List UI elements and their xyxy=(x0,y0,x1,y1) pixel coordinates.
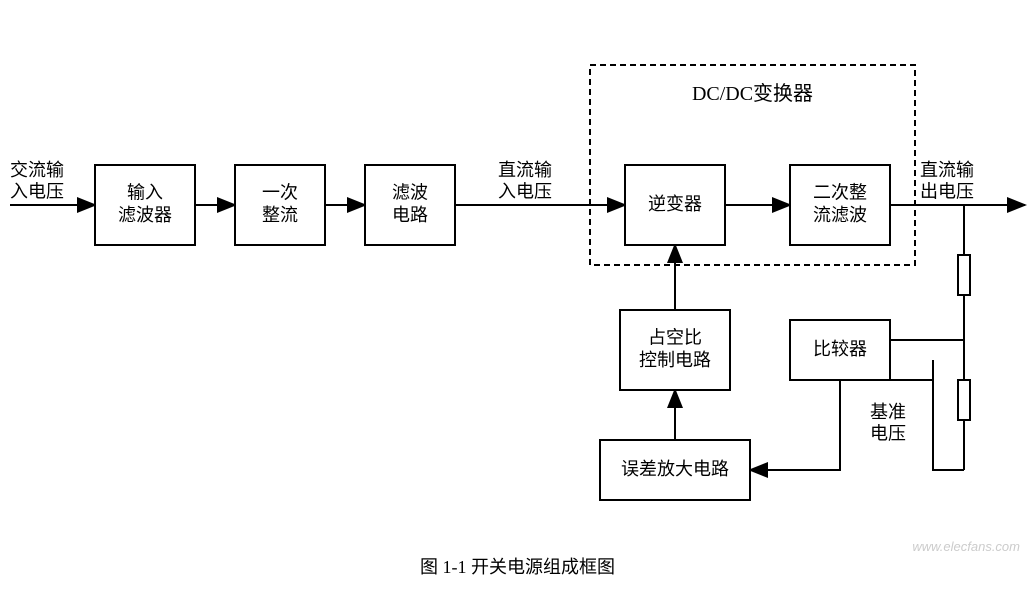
block-label-n6-1: 控制电路 xyxy=(639,350,711,370)
edge-e15 xyxy=(933,430,964,470)
block-diagram: DC/DC变换器 输入滤波器 一次整流 滤波电路 逆变器 二次整流滤波占空比控制电路 比较… xyxy=(0,0,1035,520)
block-label-n2-0: 一次 xyxy=(262,183,298,203)
edge-label-l3-1: 出电压 xyxy=(920,182,974,202)
block-label-n5-0: 二次整 xyxy=(813,183,867,203)
edge-label-l1-0: 交流输 xyxy=(10,160,64,180)
block-label-n1-0: 输入 xyxy=(127,183,163,203)
edge-e8 xyxy=(750,380,840,470)
block-label-n1-1: 滤波器 xyxy=(118,205,172,225)
block-label-n3-0: 滤波 xyxy=(392,183,428,203)
edge-label-l2-0: 直流输 xyxy=(498,160,552,180)
block-label-n3-1: 电路 xyxy=(392,205,428,225)
figure-caption: 图 1-1 开关电源组成框图 xyxy=(0,553,1035,579)
resistor-r1 xyxy=(958,255,970,295)
edge-label-l2-1: 入电压 xyxy=(498,182,552,202)
block-label-n5-1: 流滤波 xyxy=(813,205,867,225)
watermark-text: www.elecfans.com xyxy=(912,539,1020,554)
block-label-n6-0: 占空比 xyxy=(648,328,702,348)
block-label-n8-0: 误差放大电路 xyxy=(621,459,729,479)
edge-label-l3-0: 直流输 xyxy=(920,160,974,180)
dcdc-converter-label: DC/DC变换器 xyxy=(692,82,813,105)
edge-label-l1-1: 入电压 xyxy=(10,182,64,202)
edge-label-l4-0: 基准 xyxy=(870,402,906,422)
edge-label-l4-1: 电压 xyxy=(870,424,906,444)
block-label-n2-1: 整流 xyxy=(262,205,298,225)
block-label-n7-0: 比较器 xyxy=(813,339,867,359)
block-label-n4-0: 逆变器 xyxy=(648,194,702,214)
resistor-r2 xyxy=(958,380,970,420)
